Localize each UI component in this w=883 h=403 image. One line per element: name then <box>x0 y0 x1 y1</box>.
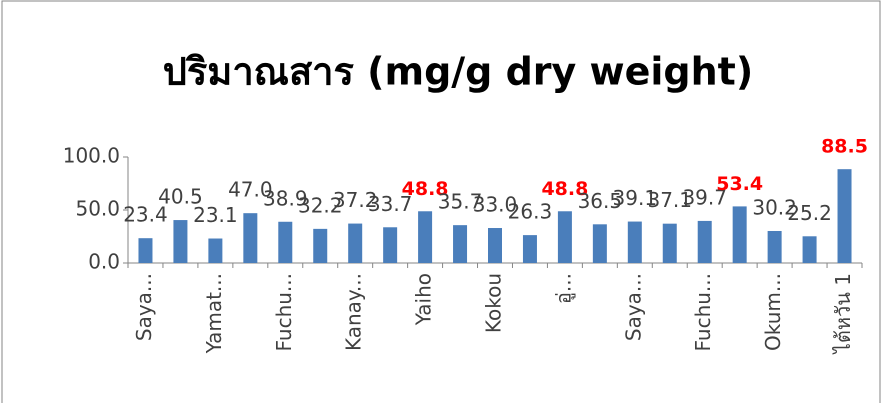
y-tick-label: 50.0 <box>75 197 120 221</box>
x-tick-label: Saya... <box>132 273 156 341</box>
data-label: 39.1 <box>613 186 658 210</box>
data-label: 47.0 <box>228 178 273 202</box>
data-label: 48.8 <box>402 178 449 200</box>
y-tick-label: 0.0 <box>88 250 120 274</box>
x-tick-label: Yaiho <box>412 273 436 326</box>
bar <box>627 221 642 263</box>
data-label: 48.8 <box>541 178 588 200</box>
bar <box>278 221 293 263</box>
bar <box>453 225 468 263</box>
bar <box>592 224 607 263</box>
bar <box>767 230 782 263</box>
x-tick-label: Saya... <box>621 273 645 341</box>
bar <box>662 223 677 263</box>
data-label: 39.7 <box>682 185 727 209</box>
x-tick-label: Fuchu... <box>272 273 296 352</box>
bar <box>138 238 153 263</box>
bar <box>313 228 328 263</box>
data-label: 35.7 <box>438 190 483 214</box>
data-label: 88.5 <box>821 136 868 158</box>
data-label: 33.7 <box>368 192 413 216</box>
data-label: 25.2 <box>787 201 832 225</box>
bar <box>557 211 572 263</box>
x-tick-label: อู่... <box>551 273 576 304</box>
y-tick-label: 100.0 <box>63 144 120 168</box>
data-label: 38.9 <box>263 186 308 210</box>
bar <box>488 228 502 263</box>
x-tick-label: Kokou <box>482 273 506 333</box>
data-label: 30.2 <box>752 195 797 219</box>
data-label: 23.4 <box>123 203 168 227</box>
data-label: 36.5 <box>578 189 623 213</box>
x-tick-label: Fuchu... <box>691 273 715 352</box>
data-label: 32.2 <box>298 193 343 217</box>
bar <box>802 236 817 263</box>
bar <box>732 206 747 263</box>
x-tick-label: Yamat... <box>202 273 226 354</box>
bar <box>418 211 433 263</box>
data-label: 37.2 <box>333 188 378 212</box>
data-label: 23.1 <box>193 203 238 227</box>
data-label: 37.1 <box>647 188 692 212</box>
data-label: 26.3 <box>508 200 553 224</box>
bar <box>522 235 537 263</box>
data-label: 33.0 <box>473 193 518 217</box>
chart-title: ปริมาณสาร (mg/g dry weight) <box>163 50 753 94</box>
bar <box>173 220 188 263</box>
bar <box>243 213 258 263</box>
x-tick-label: ไต้หวัน 1 <box>831 273 855 355</box>
data-label: 40.5 <box>158 185 203 209</box>
bar <box>208 238 223 263</box>
x-tick-label: Okum... <box>761 273 785 351</box>
bar <box>697 220 712 263</box>
bar <box>383 227 398 263</box>
bar <box>837 169 852 263</box>
bar <box>348 223 363 263</box>
x-tick-label: Kanay... <box>342 273 366 351</box>
data-label: 53.4 <box>716 173 763 195</box>
